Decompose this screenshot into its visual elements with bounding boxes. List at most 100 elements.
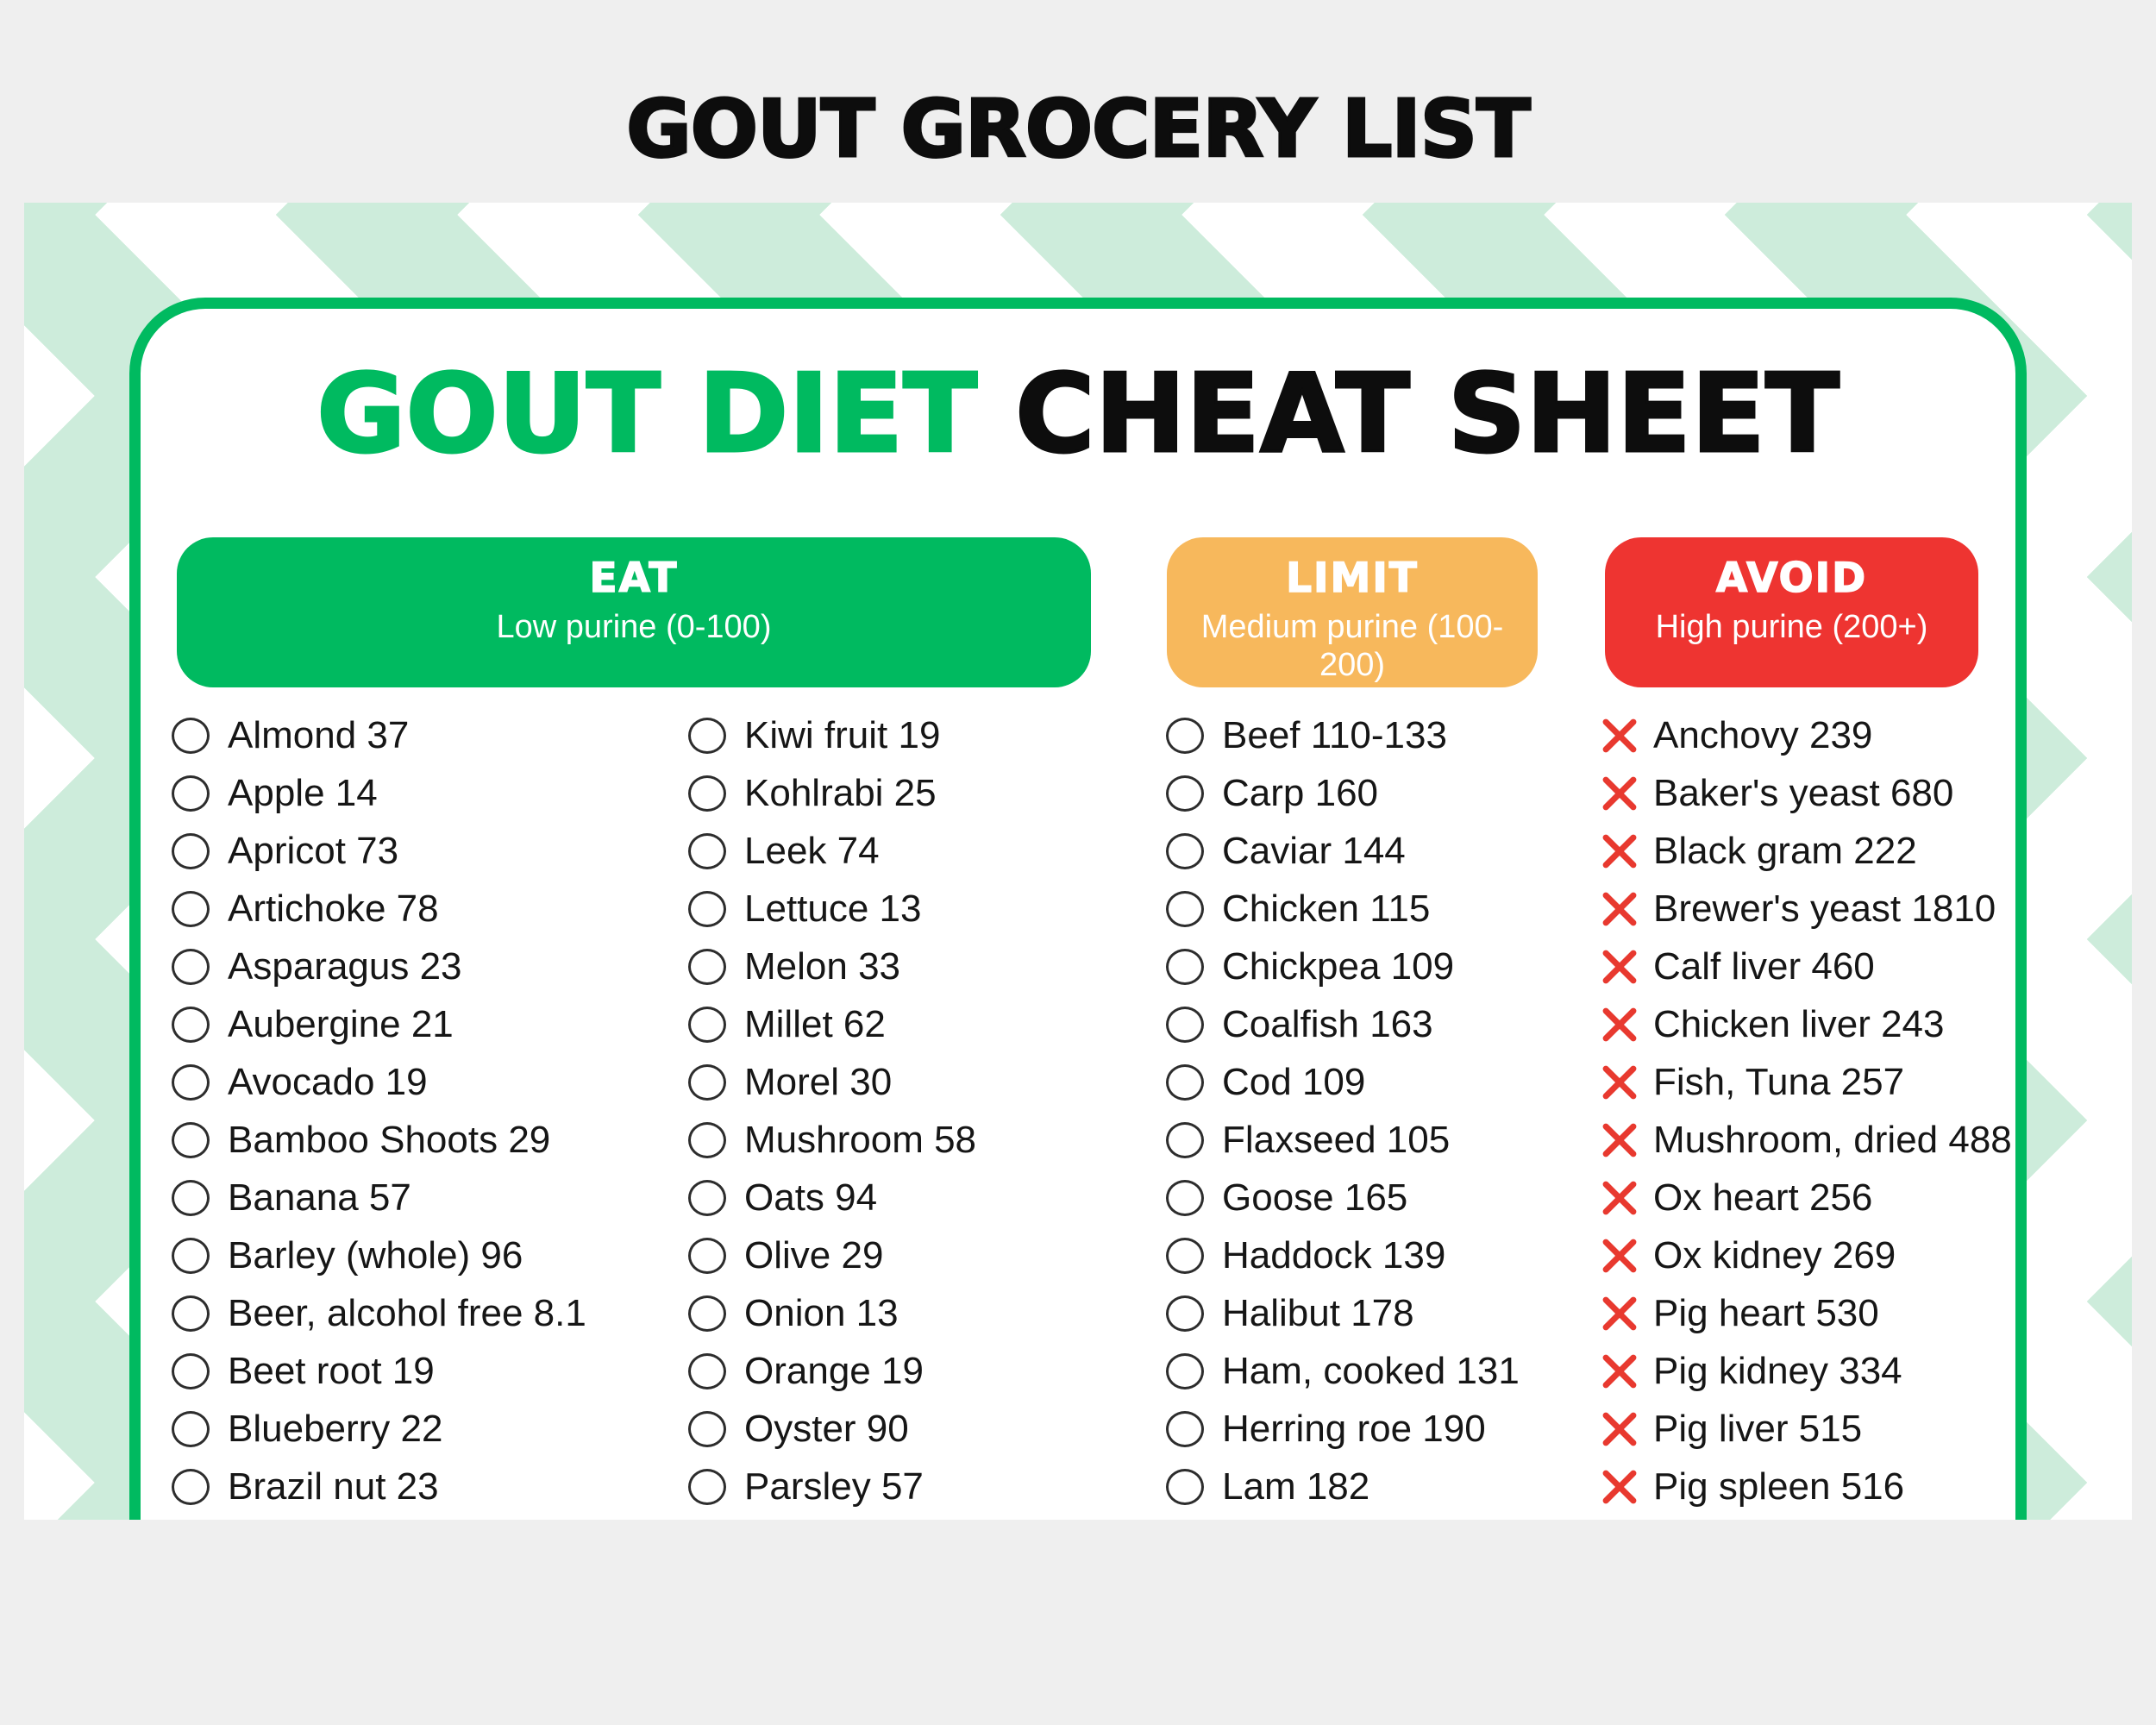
- item-label: Bamboo Shoots 29: [228, 1118, 551, 1161]
- checkbox-circle[interactable]: [1166, 1237, 1204, 1274]
- card-title: GOUT DIET CHEAT SHEET: [141, 349, 2015, 479]
- list-item: Haddock 139: [1166, 1226, 1589, 1284]
- item-label: Blueberry 22: [228, 1407, 443, 1450]
- list-item: Olive 29: [688, 1226, 1154, 1284]
- list-item: Apple 14: [172, 764, 672, 822]
- checkbox-circle[interactable]: [172, 1468, 210, 1505]
- checkbox-circle[interactable]: [688, 775, 726, 812]
- checkbox-circle[interactable]: [688, 832, 726, 869]
- list-item: Morel 30: [688, 1053, 1154, 1111]
- item-label: Beer, alcohol free 8.1: [228, 1291, 586, 1334]
- checkbox-circle[interactable]: [1166, 775, 1204, 812]
- item-label: Ox heart 256: [1653, 1176, 1873, 1219]
- checkbox-circle[interactable]: [172, 1295, 210, 1332]
- checkbox-circle[interactable]: [688, 1295, 726, 1332]
- item-label: Morel 30: [744, 1060, 893, 1103]
- x-mark-icon: [1600, 1005, 1639, 1044]
- item-label: Pig kidney 334: [1653, 1349, 1902, 1392]
- checkbox-circle[interactable]: [172, 832, 210, 869]
- eat-list-column-1: Almond 37 Apple 14 Apricot 73 Artichoke 78 A…: [172, 706, 672, 1515]
- item-label: Melon 33: [744, 944, 901, 988]
- card-title-black: CHEAT SHEET: [1014, 349, 1841, 479]
- checkbox-circle[interactable]: [1166, 1121, 1204, 1158]
- list-item: Carp 160: [1166, 764, 1589, 822]
- checkbox-circle[interactable]: [688, 1352, 726, 1389]
- checkbox-circle[interactable]: [688, 890, 726, 927]
- list-item: Orange 19: [688, 1342, 1154, 1400]
- checkbox-circle[interactable]: [172, 775, 210, 812]
- list-item: Fish, Tuna 257: [1600, 1053, 2005, 1111]
- item-label: Mushroom 58: [744, 1118, 977, 1161]
- checkbox-circle[interactable]: [688, 1121, 726, 1158]
- item-label: Kiwi fruit 19: [744, 713, 941, 756]
- checkbox-circle[interactable]: [172, 890, 210, 927]
- checkbox-circle[interactable]: [172, 1063, 210, 1101]
- item-label: Artichoke 78: [228, 887, 439, 930]
- cheat-sheet-card: GOUT DIET CHEAT SHEET EAT Low purine (0-…: [129, 298, 2027, 1520]
- checkbox-circle[interactable]: [172, 1179, 210, 1216]
- checkbox-circle[interactable]: [1166, 1006, 1204, 1043]
- list-item: Oats 94: [688, 1169, 1154, 1226]
- checkbox-circle[interactable]: [1166, 890, 1204, 927]
- list-item: Millet 62: [688, 995, 1154, 1053]
- checkbox-circle[interactable]: [172, 1352, 210, 1389]
- checkbox-circle[interactable]: [172, 1237, 210, 1274]
- limit-header-pill: LIMIT Medium purine (100-200): [1167, 537, 1538, 687]
- checkbox-circle[interactable]: [1166, 1352, 1204, 1389]
- checkbox-circle[interactable]: [688, 1063, 726, 1101]
- checkbox-circle[interactable]: [688, 1006, 726, 1043]
- checkbox-circle[interactable]: [1166, 1295, 1204, 1332]
- checkbox-circle[interactable]: [172, 948, 210, 985]
- list-item: Banana 57: [172, 1169, 672, 1226]
- list-item: Flaxseed 105: [1166, 1111, 1589, 1169]
- item-label: Calf liver 460: [1653, 944, 1875, 988]
- checkbox-circle[interactable]: [688, 1468, 726, 1505]
- checkbox-circle[interactable]: [172, 1410, 210, 1447]
- checkbox-circle[interactable]: [1166, 832, 1204, 869]
- checkbox-circle[interactable]: [1166, 717, 1204, 754]
- item-label: Black gram 222: [1653, 829, 1917, 872]
- checkbox-circle[interactable]: [688, 717, 726, 754]
- pattern-background: GOUT DIET CHEAT SHEET EAT Low purine (0-…: [24, 203, 2132, 1520]
- x-mark-icon: [1600, 1467, 1639, 1507]
- list-item: Aubergine 21: [172, 995, 672, 1053]
- list-item: Kohlrabi 25: [688, 764, 1154, 822]
- checkbox-circle[interactable]: [1166, 1063, 1204, 1101]
- x-mark-icon: [1600, 831, 1639, 871]
- item-label: Apricot 73: [228, 829, 399, 872]
- checkbox-circle[interactable]: [688, 1179, 726, 1216]
- list-item: Mushroom 58: [688, 1111, 1154, 1169]
- checkbox-circle[interactable]: [688, 1237, 726, 1274]
- checkbox-circle[interactable]: [688, 1410, 726, 1447]
- x-mark-icon: [1600, 947, 1639, 987]
- x-mark-icon: [1600, 1409, 1639, 1449]
- limit-header-subtitle: Medium purine (100-200): [1200, 609, 1504, 683]
- eat-header-subtitle: Low purine (0-100): [496, 609, 772, 645]
- item-label: Lettuce 13: [744, 887, 922, 930]
- item-label: Fish, Tuna 257: [1653, 1060, 1905, 1103]
- list-item: Herring roe 190: [1166, 1400, 1589, 1458]
- list-item: Bamboo Shoots 29: [172, 1111, 672, 1169]
- checkbox-circle[interactable]: [1166, 1179, 1204, 1216]
- checkbox-circle[interactable]: [1166, 1410, 1204, 1447]
- item-label: Herring roe 190: [1222, 1407, 1486, 1450]
- checkbox-circle[interactable]: [1166, 948, 1204, 985]
- item-label: Beef 110-133: [1222, 713, 1447, 756]
- checkbox-circle[interactable]: [172, 1121, 210, 1158]
- list-item: Chicken 115: [1166, 880, 1589, 938]
- checkbox-circle[interactable]: [172, 717, 210, 754]
- list-item: Pig kidney 334: [1600, 1342, 2005, 1400]
- list-item: Melon 33: [688, 938, 1154, 995]
- list-item: Chickpea 109: [1166, 938, 1589, 995]
- item-label: Apple 14: [228, 771, 378, 814]
- checkbox-circle[interactable]: [688, 948, 726, 985]
- list-item: Barley (whole) 96: [172, 1226, 672, 1284]
- checkbox-circle[interactable]: [1166, 1468, 1204, 1505]
- card-title-green: GOUT DIET: [316, 349, 979, 479]
- checkbox-circle[interactable]: [172, 1006, 210, 1043]
- list-item: Leek 74: [688, 822, 1154, 880]
- item-label: Millet 62: [744, 1002, 886, 1045]
- item-label: Brewer's yeast 1810: [1653, 887, 1996, 930]
- list-item: Pig liver 515: [1600, 1400, 2005, 1458]
- avoid-header-label: AVOID: [1715, 554, 1868, 603]
